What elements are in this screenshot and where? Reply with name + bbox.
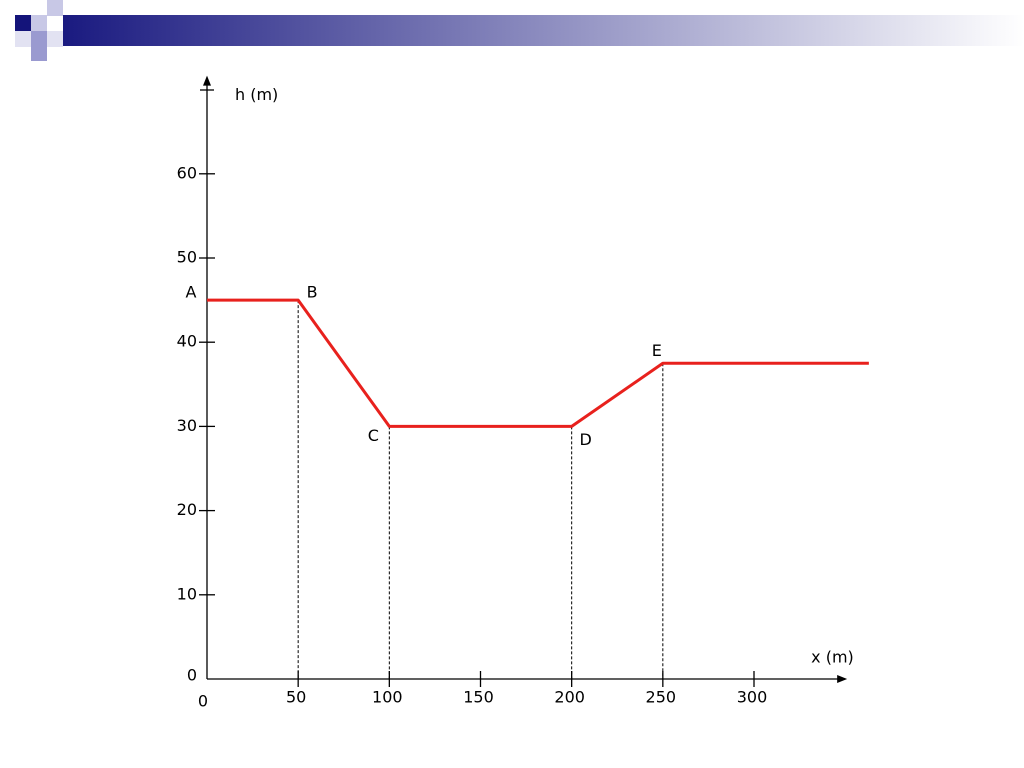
point-label: A (186, 283, 197, 302)
y-tick-label: 30 (177, 416, 197, 435)
y-axis-label: h (m) (235, 85, 278, 104)
x-tick-label: 300 (737, 688, 768, 707)
header-square (47, 0, 63, 16)
x-tick-label: 100 (372, 688, 403, 707)
header-square (15, 31, 31, 47)
point-label: D (580, 430, 592, 449)
point-label: B (307, 283, 318, 302)
header-square (31, 15, 47, 31)
x-tick-label: 200 (554, 688, 585, 707)
x-tick-label: 150 (463, 688, 494, 707)
y-tick-label: 50 (177, 248, 197, 267)
x-tick-label: 50 (286, 688, 306, 707)
slide-header (15, 0, 1024, 61)
header-square (47, 31, 63, 47)
y-tick-label: 60 (177, 163, 197, 182)
x-axis-arrow (837, 675, 848, 683)
y-tick-label: 20 (177, 500, 197, 519)
point-label: E (652, 341, 662, 360)
y-tick-label: 0 (187, 666, 197, 685)
y-tick-label: 10 (177, 584, 197, 603)
profile-line (207, 298, 869, 428)
header-bar (63, 15, 1024, 46)
y-tick-label: 40 (177, 332, 197, 351)
x-axis-label: x (m) (811, 648, 854, 667)
y-axis-arrow (203, 75, 211, 86)
header-square (31, 45, 47, 61)
header-square (31, 31, 47, 47)
point-label: C (368, 426, 379, 445)
x-tick-label: 0 (198, 692, 208, 711)
header-square (15, 15, 31, 31)
x-tick-label: 250 (646, 688, 677, 707)
